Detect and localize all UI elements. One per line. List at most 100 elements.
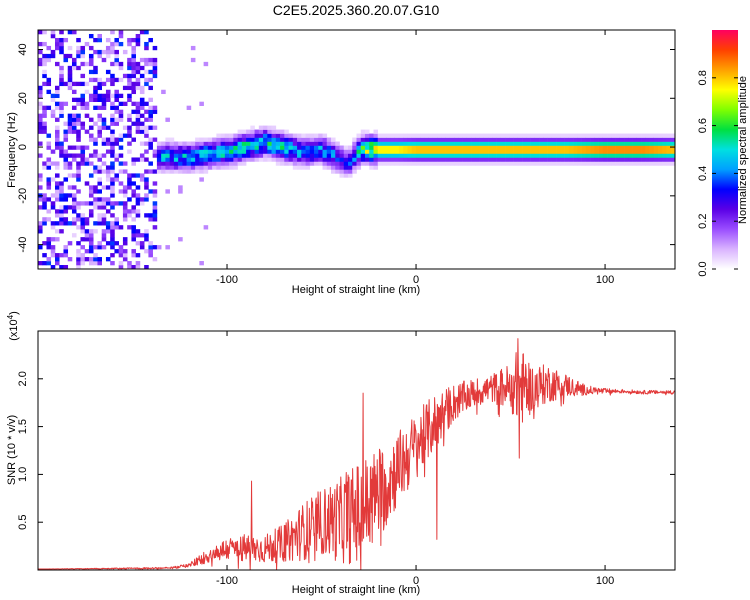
heatmap-cell (424, 161, 429, 166)
heatmap-cell (203, 149, 209, 154)
heatmap-cell (386, 161, 391, 166)
heatmap-cell (88, 53, 94, 59)
heatmap-cell (390, 153, 396, 158)
heatmap-cell (254, 145, 260, 150)
heatmap-cell (152, 69, 158, 75)
heatmap-cell (288, 137, 294, 142)
heatmap-cell (148, 37, 153, 43)
heatmap-cell (564, 133, 570, 138)
heatmap-cell (182, 149, 187, 154)
heatmap-cell (573, 161, 578, 166)
heatmap-cell (118, 249, 124, 254)
heatmap-cell (80, 217, 86, 222)
heatmap-cell (632, 133, 638, 138)
heatmap-cell (258, 149, 264, 154)
heatmap-cell (645, 145, 650, 150)
heatmap-cell (386, 141, 391, 146)
heatmap-cell (394, 157, 400, 162)
heatmap-cell (318, 133, 323, 138)
heatmap-cell (237, 149, 243, 154)
heatmap-cell (432, 133, 438, 138)
heatmap-cell (93, 153, 98, 158)
heatmap-cell (76, 145, 81, 150)
heatmap-cell (114, 241, 119, 246)
heatmap-cell (216, 153, 221, 158)
heatmap-cell (42, 105, 47, 110)
heatmap-cell (67, 173, 73, 178)
heatmap-cell (471, 145, 476, 150)
heatmap-cell (386, 145, 391, 150)
heatmap-cell (394, 161, 400, 166)
heatmap-cell (169, 161, 175, 166)
heatmap-cell (352, 149, 357, 154)
heatmap-cell (611, 157, 616, 162)
heatmap-cell (110, 245, 115, 250)
heatmap-cell (284, 153, 289, 158)
heatmap-cell (97, 125, 102, 130)
heatmap-cell (602, 157, 608, 162)
heatmap-cell (335, 169, 340, 174)
heatmap-cell (229, 145, 234, 150)
heatmap-cell (71, 157, 77, 162)
heatmap-cell (564, 161, 570, 166)
heatmap-cell (46, 81, 52, 87)
heatmap-cell (258, 153, 264, 158)
heatmap-cell (539, 137, 544, 142)
heatmap-cell (653, 133, 659, 138)
heatmap-cell (449, 137, 455, 142)
heatmap-cell (394, 153, 400, 158)
heatmap-cell (67, 241, 73, 246)
heatmap-cell (390, 149, 396, 154)
heatmap-cell (462, 145, 468, 150)
heatmap-cell (59, 189, 64, 194)
heatmap-cell (314, 137, 319, 142)
heatmap-cell (517, 137, 523, 142)
heatmap-cell (241, 161, 247, 166)
heatmap-cell (420, 133, 425, 138)
heatmap-cell (263, 149, 268, 154)
heatmap-cell (585, 157, 591, 162)
heatmap-cell (415, 145, 421, 150)
heatmap-cell (63, 129, 69, 134)
heatmap-cell (131, 49, 136, 55)
heatmap-cell (186, 153, 192, 158)
heatmap-cell (76, 53, 81, 59)
heatmap-cell (348, 153, 353, 158)
heatmap-cell (144, 249, 149, 254)
heatmap-cell (641, 141, 646, 146)
heatmap-cell (80, 225, 86, 230)
heatmap-cell (76, 253, 81, 258)
heatmap-cell (479, 157, 485, 162)
heatmap-cell (466, 149, 472, 154)
heatmap-cell (71, 117, 77, 122)
heatmap-cell (352, 153, 357, 158)
heatmap-cell (360, 149, 366, 154)
heatmap-cell (161, 161, 166, 166)
heatmap-cell (139, 241, 145, 246)
heatmap-cell (254, 149, 260, 154)
heatmap-cell (76, 249, 81, 254)
heatmap-cell (118, 137, 124, 142)
heatmap-cell (364, 149, 370, 154)
heatmap-cell (454, 157, 459, 162)
heatmap-cell (105, 149, 111, 154)
heatmap-cell (131, 69, 136, 75)
heatmap-cell (93, 201, 98, 206)
heatmap-cell (339, 165, 345, 170)
heatmap-cell (275, 145, 281, 150)
heatmap-cell (161, 153, 166, 158)
heatmap-cell (110, 253, 115, 258)
heatmap-cell (386, 133, 391, 138)
heatmap-cell (632, 149, 638, 154)
heatmap-cell (118, 189, 124, 194)
heatmap-cell (356, 161, 362, 166)
heatmap-cell (386, 157, 391, 162)
heatmap-cell (46, 197, 52, 202)
heatmap-cell (63, 245, 69, 250)
heatmap-cell (437, 141, 442, 146)
heatmap-cell (454, 153, 459, 158)
heatmap-cell (220, 153, 226, 158)
heatmap-cell (195, 149, 200, 154)
heatmap-cell (662, 161, 667, 166)
heatmap-cell (441, 149, 446, 154)
